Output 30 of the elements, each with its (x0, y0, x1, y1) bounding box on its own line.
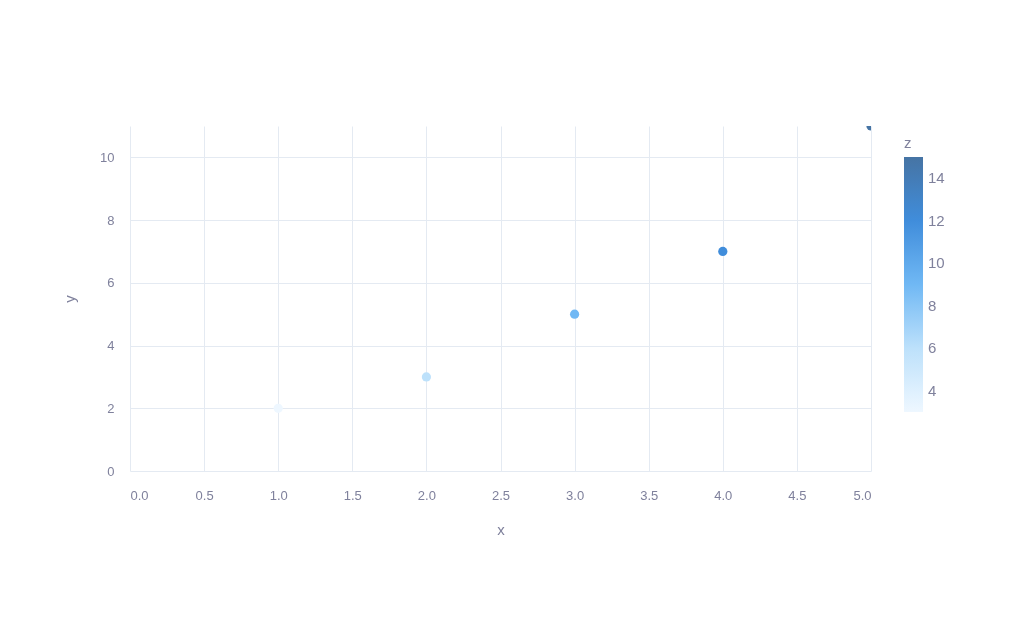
y-tick-label: 10 (100, 149, 115, 165)
point (273, 403, 283, 413)
point (421, 372, 432, 382)
x-tick-label: 3.0 (566, 487, 585, 503)
x-tick-label: 3.5 (640, 487, 659, 503)
color-bar-label: 8 (928, 296, 937, 314)
x-tick-label: 1.5 (343, 487, 362, 503)
x-tick-label: 4.5 (788, 487, 807, 503)
y-tick-label: 4 (107, 338, 115, 354)
point (718, 246, 728, 257)
color-bar-label: 12 (928, 211, 945, 229)
x-tick-label: 4.0 (714, 487, 733, 503)
color-bar-label: 14 (928, 169, 945, 187)
color-bar-title: z (904, 134, 912, 151)
color-bar-label: 10 (928, 254, 945, 272)
y-tick-label: 8 (107, 212, 115, 228)
y-tick-label: 6 (107, 275, 115, 291)
x-tick-label: 5.0 (853, 487, 872, 503)
y-tick-label: 0 (107, 463, 115, 479)
x-tick-label: 0.0 (130, 487, 149, 503)
point (569, 309, 580, 319)
x-axis-title: x (497, 520, 506, 538)
y-tick-label: 2 (107, 400, 115, 416)
x-tick-label: 2.0 (417, 487, 436, 503)
y-axis-title: y (61, 294, 79, 303)
x-tick-label: 1.0 (269, 487, 288, 503)
x-tick-label: 0.5 (195, 487, 214, 503)
x-tick-label: 2.5 (491, 487, 511, 503)
color-bar-label: 4 (928, 381, 937, 399)
color-bar-label: 6 (928, 339, 937, 357)
